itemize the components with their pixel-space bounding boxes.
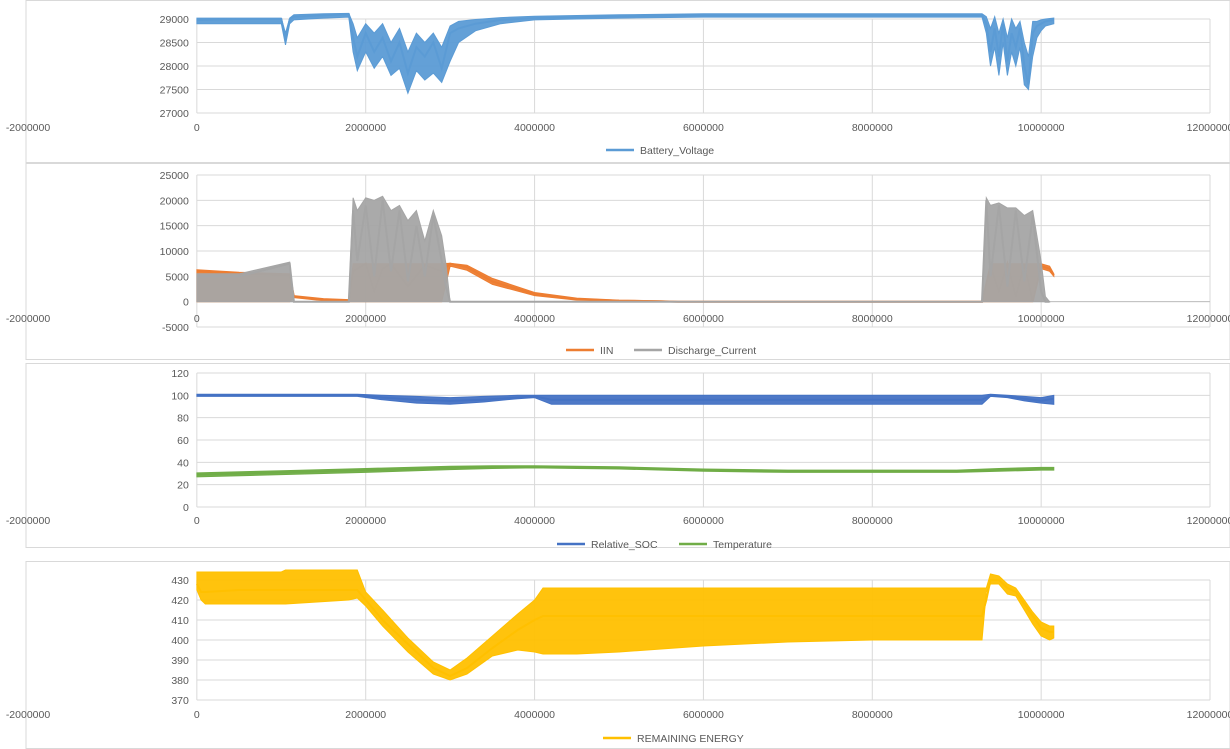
- y-tick-label: 100: [171, 390, 189, 402]
- series-line: [196, 579, 1054, 678]
- y-tick-label: 410: [171, 615, 189, 627]
- x-tick-label: 0: [194, 122, 200, 134]
- y-tick-label: 28000: [160, 61, 189, 73]
- x-tick-label: -2000000: [6, 122, 51, 134]
- legend-label: Relative_SOC: [591, 539, 658, 551]
- series-line: [196, 394, 1054, 402]
- series-band: [196, 569, 1055, 681]
- x-tick-label: 6000000: [683, 515, 724, 527]
- x-tick-label: 4000000: [514, 515, 555, 527]
- x-tick-label: 8000000: [852, 313, 893, 325]
- x-tick-label: -2000000: [6, 313, 51, 325]
- x-tick-label: 10000000: [1018, 313, 1065, 325]
- legend-label: REMAINING ENERGY: [637, 733, 744, 745]
- chart-border: [25, 363, 1230, 548]
- y-tick-label: 25000: [160, 170, 189, 182]
- series-relative-soc: [196, 393, 1055, 405]
- x-tick-label: 4000000: [514, 122, 555, 134]
- y-tick-label: 0: [183, 297, 189, 309]
- y-tick-label: 390: [171, 655, 189, 667]
- x-tick-label: 12000000: [1187, 515, 1230, 527]
- y-tick-label: 60: [177, 435, 189, 447]
- chart-border: [25, 163, 1230, 360]
- x-tick-label: 2000000: [345, 313, 386, 325]
- y-tick-label: 0: [183, 502, 189, 514]
- y-tick-label: 120: [171, 368, 189, 380]
- chart-panel-1: 29000 28500 28000 27500 27000 -2000000 0 200000…: [6, 0, 1230, 163]
- x-tick-label: 10000000: [1018, 122, 1065, 134]
- series-line: [196, 465, 1054, 476]
- x-tick-label: 0: [194, 313, 200, 325]
- legend-label: Discharge_Current: [668, 345, 756, 357]
- y-tick-label: 420: [171, 595, 189, 607]
- y-tick-label: 15000: [160, 221, 189, 233]
- x-tick-label: 2000000: [345, 515, 386, 527]
- series-band: [196, 195, 1051, 303]
- legend-label: Temperature: [713, 539, 772, 551]
- x-tick-label: 8000000: [852, 515, 893, 527]
- x-tick-label: 6000000: [683, 709, 724, 721]
- series-temperature: [196, 465, 1055, 478]
- chart-panel-3: 120 100 80 60 40 20 0 -2000000 0 2000000 4000000 60…: [6, 363, 1230, 551]
- x-tick-label: -2000000: [6, 709, 51, 721]
- legend: Relative_SOC Temperature: [557, 539, 772, 551]
- y-tick-label: 80: [177, 413, 189, 425]
- x-tick-label: 2000000: [345, 122, 386, 134]
- legend-label: IIN: [600, 345, 613, 357]
- y-tick-label: 27000: [160, 108, 189, 120]
- chart-border: [25, 0, 1230, 163]
- legend: REMAINING ENERGY: [603, 733, 744, 745]
- y-tick-label: 370: [171, 695, 189, 707]
- x-tick-label: 4000000: [514, 313, 555, 325]
- y-tick-label: 28500: [160, 38, 189, 50]
- y-tick-label: 430: [171, 575, 189, 587]
- series-band: [196, 262, 1055, 303]
- legend: Battery_Voltage: [606, 145, 714, 157]
- x-tick-label: 12000000: [1187, 313, 1230, 325]
- y-tick-label: 20000: [160, 195, 189, 207]
- y-tick-label: 10000: [160, 246, 189, 258]
- x-tick-label: 4000000: [514, 709, 555, 721]
- x-tick-label: -2000000: [6, 515, 51, 527]
- series-remaining-energy: [196, 569, 1055, 681]
- x-tick-label: 6000000: [683, 122, 724, 134]
- series-iin: [196, 259, 1055, 303]
- x-tick-label: 0: [194, 709, 200, 721]
- x-tick-label: 2000000: [345, 709, 386, 721]
- chart-panel-4: 430 420 410 400 390 380 370 -2000000 0 2000000 400…: [6, 561, 1230, 749]
- x-tick-label: 10000000: [1018, 709, 1065, 721]
- series-line: [196, 13, 1054, 86]
- x-tick-label: 8000000: [852, 122, 893, 134]
- x-tick-label: 10000000: [1018, 515, 1065, 527]
- y-tick-label: 40: [177, 457, 189, 469]
- x-tick-label: 12000000: [1187, 709, 1230, 721]
- y-tick-label: 27500: [160, 85, 189, 97]
- series-line: [196, 200, 1050, 303]
- x-tick-label: 12000000: [1187, 122, 1230, 134]
- y-tick-label: 20: [177, 480, 189, 492]
- y-tick-label: 400: [171, 635, 189, 647]
- y-tick-label: 380: [171, 675, 189, 687]
- y-tick-label: -5000: [162, 322, 189, 334]
- y-tick-label: 5000: [165, 271, 189, 283]
- legend: IIN Discharge_Current: [566, 345, 756, 357]
- series-band: [196, 12, 1055, 95]
- series-line: [196, 259, 1055, 303]
- series-battery-voltage: [196, 12, 1055, 95]
- x-tick-label: 6000000: [683, 313, 724, 325]
- legend-label: Battery_Voltage: [640, 145, 714, 157]
- chart-panel-2: 25000 20000 15000 10000 5000 0 -5000 -2000000 0 2…: [6, 163, 1230, 360]
- series-discharge-current: [196, 195, 1051, 303]
- y-tick-label: 29000: [160, 14, 189, 26]
- x-tick-label: 8000000: [852, 709, 893, 721]
- x-tick-label: 0: [194, 515, 200, 527]
